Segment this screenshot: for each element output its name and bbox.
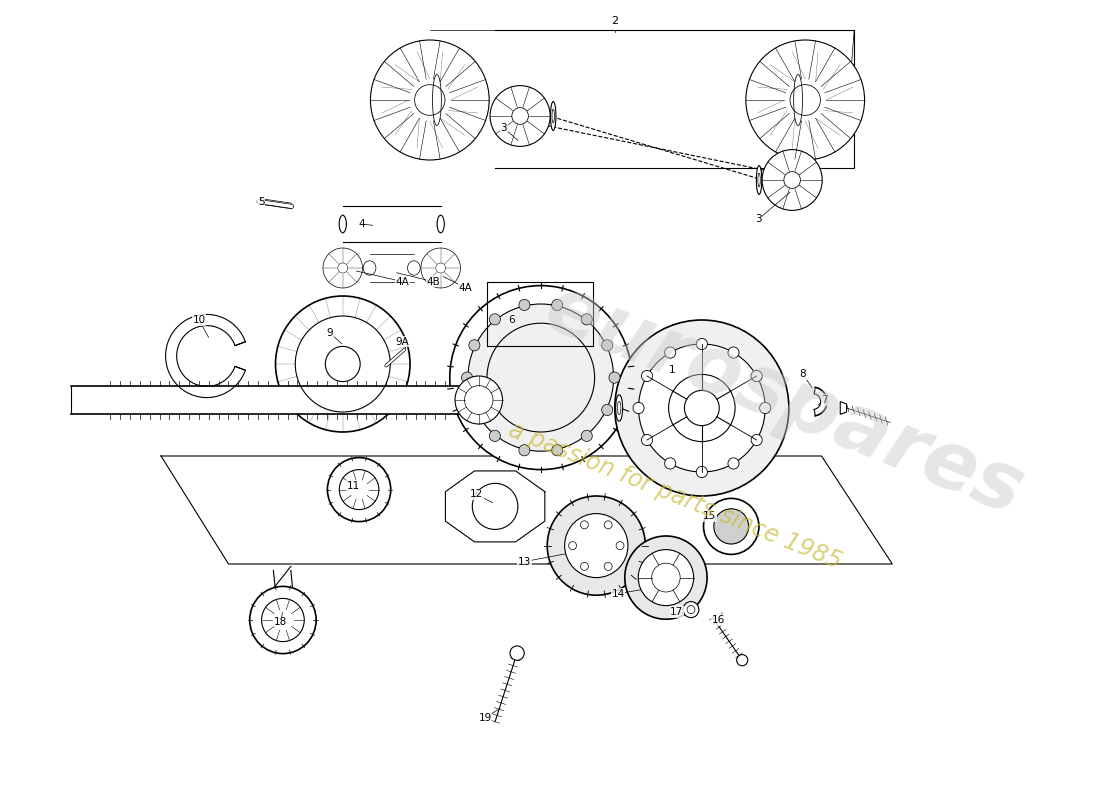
Circle shape — [415, 85, 446, 115]
Circle shape — [490, 430, 500, 442]
Bar — [343, 206, 441, 242]
Ellipse shape — [339, 215, 346, 233]
Text: 3: 3 — [500, 123, 507, 133]
Circle shape — [728, 458, 739, 469]
Ellipse shape — [616, 394, 623, 421]
Circle shape — [704, 498, 759, 554]
Circle shape — [609, 372, 620, 383]
Text: a passion for parts since 1985: a passion for parts since 1985 — [505, 418, 845, 574]
Ellipse shape — [550, 102, 556, 130]
Text: 4: 4 — [358, 219, 364, 229]
Circle shape — [519, 299, 530, 310]
Polygon shape — [166, 314, 245, 398]
Circle shape — [455, 376, 503, 424]
Text: 9: 9 — [327, 328, 333, 338]
Circle shape — [469, 340, 480, 351]
Circle shape — [751, 370, 762, 382]
Text: 6: 6 — [508, 315, 515, 325]
Circle shape — [450, 286, 631, 470]
Text: 9A: 9A — [396, 337, 409, 346]
Circle shape — [625, 536, 707, 619]
Bar — [370, 254, 414, 282]
Circle shape — [696, 338, 707, 350]
Circle shape — [323, 248, 363, 288]
Circle shape — [328, 458, 390, 522]
Circle shape — [564, 514, 628, 578]
Text: 12: 12 — [470, 490, 483, 499]
Circle shape — [762, 150, 822, 210]
Circle shape — [602, 340, 613, 351]
Circle shape — [547, 496, 646, 595]
Circle shape — [468, 304, 614, 451]
Text: 2: 2 — [612, 15, 618, 26]
Circle shape — [664, 347, 675, 358]
Text: 4A: 4A — [459, 283, 473, 293]
Text: 3: 3 — [755, 214, 761, 224]
Text: 17: 17 — [670, 607, 683, 617]
Circle shape — [519, 445, 530, 456]
Circle shape — [275, 296, 410, 432]
Circle shape — [371, 40, 490, 160]
Ellipse shape — [437, 215, 444, 233]
Circle shape — [581, 430, 592, 442]
Circle shape — [421, 248, 461, 288]
Text: 18: 18 — [274, 618, 287, 627]
Bar — [70, 386, 478, 414]
Circle shape — [581, 314, 592, 325]
Circle shape — [737, 654, 748, 666]
Text: 13: 13 — [518, 557, 531, 566]
Circle shape — [641, 434, 652, 446]
Text: 10: 10 — [192, 315, 206, 325]
Text: 5: 5 — [257, 197, 264, 206]
Circle shape — [632, 402, 645, 414]
Circle shape — [728, 347, 739, 358]
Text: eurospares: eurospares — [532, 269, 1034, 531]
Text: 14: 14 — [612, 589, 625, 598]
Circle shape — [462, 372, 473, 383]
Circle shape — [552, 299, 563, 310]
Circle shape — [615, 320, 789, 496]
Circle shape — [746, 40, 865, 160]
Text: 16: 16 — [712, 615, 725, 625]
Circle shape — [638, 550, 694, 606]
Circle shape — [696, 466, 707, 478]
Circle shape — [552, 445, 563, 456]
Text: 1: 1 — [669, 365, 675, 374]
Circle shape — [714, 509, 749, 544]
Text: 8: 8 — [800, 370, 806, 379]
Text: 4B: 4B — [426, 277, 440, 286]
Text: 7: 7 — [822, 395, 828, 405]
Text: 15: 15 — [703, 511, 716, 521]
Circle shape — [638, 344, 766, 472]
Circle shape — [790, 85, 821, 115]
Polygon shape — [446, 471, 544, 542]
Ellipse shape — [363, 261, 376, 275]
Text: 11: 11 — [346, 481, 361, 490]
Circle shape — [491, 86, 550, 146]
Circle shape — [510, 646, 525, 660]
Text: 19: 19 — [478, 713, 492, 722]
Circle shape — [469, 404, 480, 415]
Polygon shape — [840, 402, 847, 414]
Circle shape — [664, 458, 675, 469]
Text: 4A: 4A — [396, 277, 409, 286]
Circle shape — [250, 586, 316, 654]
Circle shape — [602, 404, 613, 415]
Circle shape — [760, 402, 771, 414]
Circle shape — [490, 314, 500, 325]
Circle shape — [641, 370, 652, 382]
Ellipse shape — [408, 261, 420, 275]
Circle shape — [751, 434, 762, 446]
Circle shape — [683, 602, 698, 618]
Ellipse shape — [757, 166, 762, 194]
